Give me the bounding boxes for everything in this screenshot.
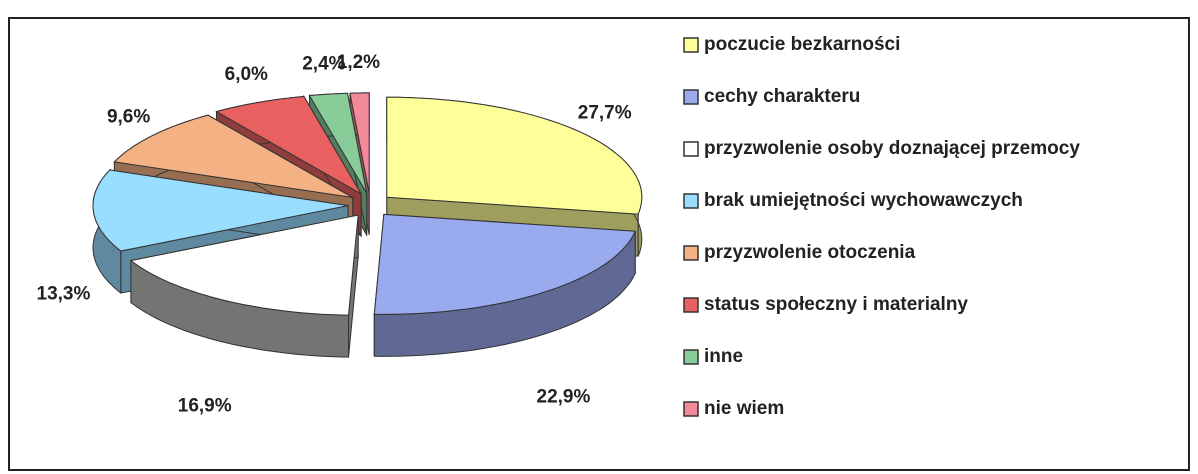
- data-label: 13,3%: [37, 284, 91, 305]
- legend-swatch: [683, 89, 699, 105]
- legend-swatch: [683, 193, 699, 209]
- legend-label: status społeczny i materialny: [704, 294, 968, 315]
- slice: [308, 92, 368, 194]
- legend-label: przyzwolenie otoczenia: [704, 242, 916, 263]
- legend-swatch: [683, 141, 699, 157]
- legend-label: inne: [704, 346, 743, 367]
- data-label: 16,9%: [178, 396, 232, 417]
- legend-swatch: [683, 37, 699, 53]
- legend-label: brak umiejętności wychowawczych: [704, 190, 1023, 211]
- data-label: 2,4%: [302, 54, 345, 75]
- slice: [386, 96, 643, 215]
- data-label: 9,6%: [107, 106, 150, 127]
- legend-label: cechy charakteru: [704, 86, 860, 107]
- legend-swatch: [683, 245, 699, 261]
- legend-swatch: [683, 297, 699, 313]
- slice: [373, 213, 636, 315]
- legend-swatch: [683, 401, 699, 417]
- slice: [349, 92, 370, 194]
- slice: [113, 114, 353, 199]
- data-label: 6,0%: [225, 64, 268, 85]
- slice: [215, 95, 363, 196]
- slice: [92, 169, 349, 252]
- legend-label: poczucie bezkarności: [704, 34, 900, 55]
- data-label: 27,7%: [578, 102, 632, 123]
- data-label: 1,2%: [337, 52, 380, 73]
- legend-label: nie wiem: [704, 398, 784, 419]
- legend-label: przyzwolenie osoby doznającej przemocy: [704, 138, 1080, 159]
- slice: [129, 214, 359, 316]
- legend-swatch: [683, 349, 699, 365]
- data-label: 22,9%: [537, 386, 591, 407]
